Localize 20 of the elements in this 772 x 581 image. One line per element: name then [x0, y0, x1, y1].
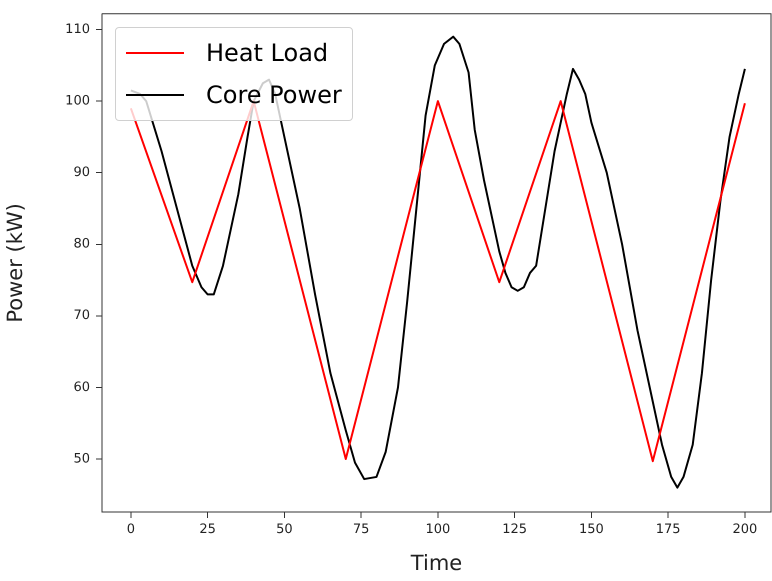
y-tick-label: 100	[65, 94, 90, 109]
x-tick-label: 100	[425, 522, 450, 538]
y-tick-label: 50	[73, 451, 90, 466]
y-tick-label: 80	[73, 236, 90, 252]
y-tick-label: 60	[73, 380, 90, 395]
x-tick-label: 175	[656, 522, 681, 538]
x-tick-label: 200	[732, 522, 758, 538]
y-tick-label: 110	[65, 22, 90, 37]
x-tick-label: 150	[578, 522, 604, 538]
x-axis-title: Time	[410, 550, 462, 575]
y-tick-label: 90	[73, 165, 90, 180]
y-axis-title: Power (kW)	[3, 203, 28, 323]
x-tick-label: 0	[126, 522, 135, 538]
x-tick-label: 50	[276, 522, 293, 538]
x-tick-label: 125	[502, 522, 528, 538]
x-tick-label: 25	[199, 522, 216, 538]
y-tick-label: 70	[73, 308, 90, 324]
legend-label: Heat Load	[206, 38, 328, 69]
legend-label: Core Power	[206, 80, 342, 111]
x-tick-label: 75	[352, 522, 370, 538]
